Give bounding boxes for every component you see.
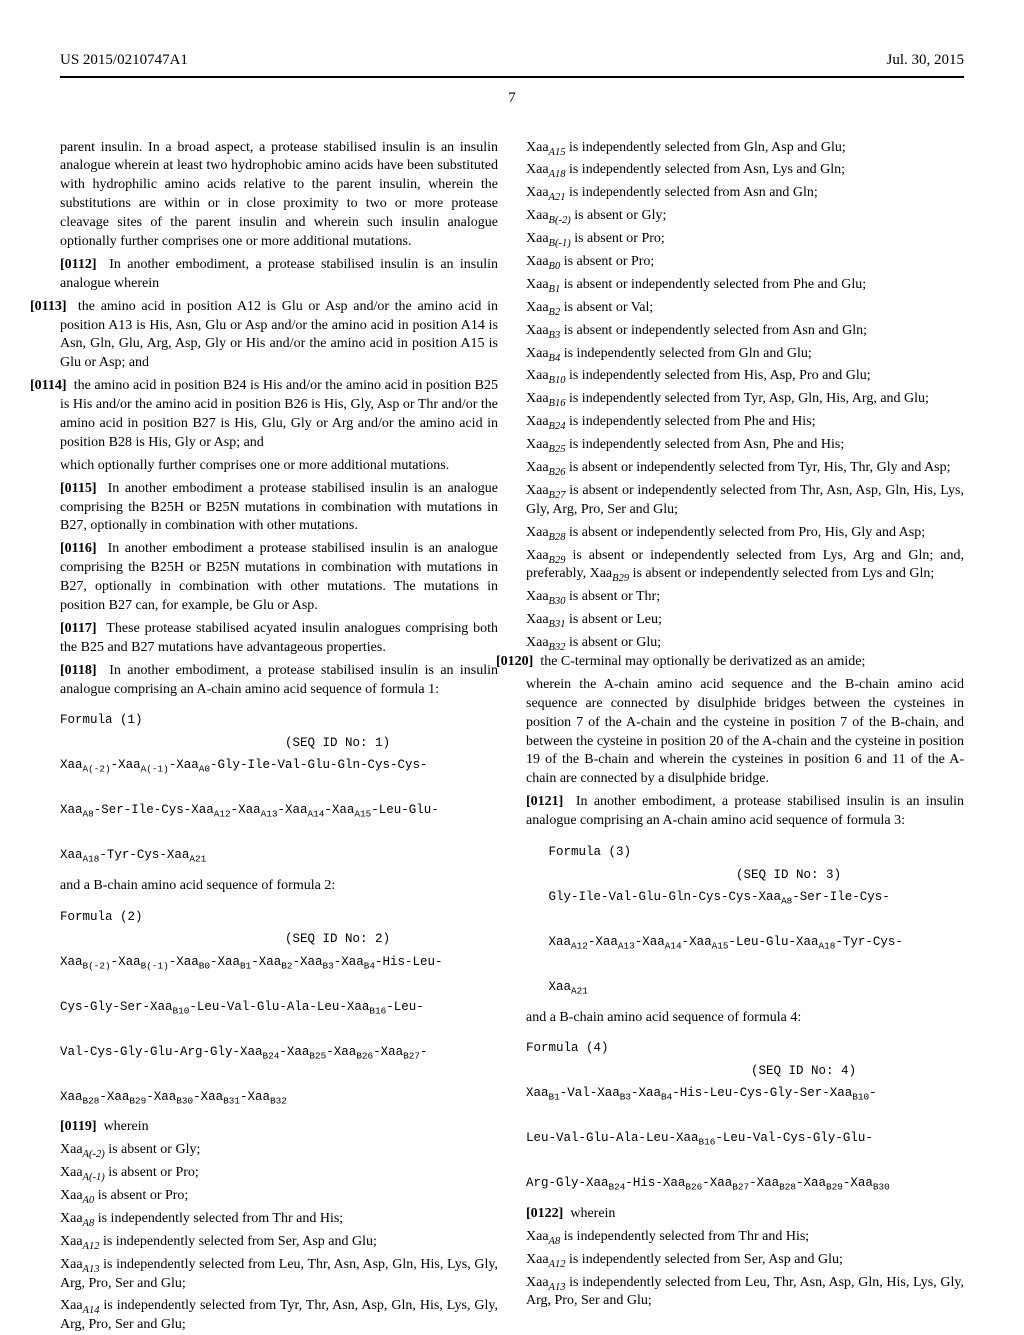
bridge-paragraph: wherein the A-chain amino acid sequence … [526, 676, 964, 789]
para-0116: [0116] In another embodiment a protease … [60, 540, 498, 616]
publication-date: Jul. 30, 2015 [886, 50, 964, 70]
publication-number: US 2015/0210747A1 [60, 50, 188, 70]
xaa-line: XaaB29 is absent or independently select… [526, 547, 964, 585]
xaa-line: XaaA0 is absent or Pro; [60, 1187, 498, 1206]
xaa-line: XaaA21 is independently selected from As… [526, 184, 964, 203]
formula-2: Formula (2) (SEQ ID No: 2) XaaB(-2)-XaaB… [60, 906, 498, 1109]
para-0113: [0113] the amino acid in position A12 is… [60, 298, 498, 374]
xaa-line: XaaB4 is independently selected from Gln… [526, 345, 964, 364]
body-columns: parent insulin. In a broad aspect, a pro… [60, 139, 964, 1335]
para-num-0117: [0117] [60, 621, 97, 636]
para-0112-text: In another embodiment, a protease stabil… [60, 257, 498, 291]
para-0118-text: In another embodiment, a protease stabil… [60, 663, 498, 697]
xaa-line: XaaA13 is independently selected from Le… [60, 1256, 498, 1294]
para-num-0120: [0120] [496, 654, 533, 669]
para-0120-text: the C-terminal may optionally be derivat… [540, 654, 865, 669]
para-num-0119: [0119] [60, 1119, 97, 1134]
xaa-line: XaaB26 is absent or independently select… [526, 459, 964, 478]
para-0121-text: In another embodiment, a protease stabil… [526, 794, 964, 828]
para-0120: [0120] the C-terminal may optionally be … [526, 653, 964, 672]
xaa-definitions-right-bottom: XaaA8 is independently selected from Thr… [526, 1228, 964, 1312]
para-0122-text: wherein [570, 1206, 615, 1221]
para-0117-text: These protease stabilised acyated insuli… [60, 621, 498, 655]
xaa-line: XaaA12 is independently selected from Se… [60, 1233, 498, 1252]
para-0114-text: the amino acid in position B24 is His an… [60, 378, 498, 450]
para-num-0121: [0121] [526, 794, 563, 809]
para-0114-tail: which optionally further comprises one o… [60, 457, 498, 476]
para-num-0112: [0112] [60, 257, 97, 272]
xaa-line: XaaB2 is absent or Val; [526, 299, 964, 318]
para-num-0122: [0122] [526, 1206, 563, 1221]
para-0112: [0112] In another embodiment, a protease… [60, 256, 498, 294]
xaa-line: XaaA(-2) is absent or Gly; [60, 1141, 498, 1160]
xaa-line: XaaB(-2) is absent or Gly; [526, 207, 964, 226]
xaa-line: XaaB32 is absent or Glu; [526, 634, 964, 653]
xaa-line: XaaB0 is absent or Pro; [526, 253, 964, 272]
para-0118: [0118] In another embodiment, a protease… [60, 662, 498, 700]
xaa-line: XaaB24 is independently selected from Ph… [526, 413, 964, 432]
formula-3: Formula (3) (SEQ ID No: 3) Gly-Ile-Val-G… [526, 841, 964, 999]
para-0121: [0121] In another embodiment, a protease… [526, 793, 964, 831]
xaa-line: XaaA15 is independently selected from Gl… [526, 139, 964, 158]
para-0116-text: In another embodiment a protease stabili… [60, 541, 498, 613]
para-0122: [0122] wherein [526, 1205, 964, 1224]
xaa-line: XaaB10 is independently selected from Hi… [526, 367, 964, 386]
para-num-0114: [0114] [30, 378, 67, 393]
xaa-line: XaaB27 is absent or independently select… [526, 482, 964, 520]
formula-4: Formula (4) (SEQ ID No: 4) XaaB1-Val-Xaa… [526, 1037, 964, 1195]
xaa-line: XaaB30 is absent or Thr; [526, 588, 964, 607]
xaa-definitions-left: XaaA(-2) is absent or Gly; XaaA(-1) is ab… [60, 1141, 498, 1293]
xaa-line: XaaB25 is independently selected from As… [526, 436, 964, 455]
xaa-line: XaaA8 is independently selected from Thr… [526, 1228, 964, 1247]
xaa-line: XaaB31 is absent or Leu; [526, 611, 964, 630]
para-num-0116: [0116] [60, 541, 97, 556]
xaa-line: XaaA(-1) is absent or Pro; [60, 1164, 498, 1183]
para-0114: [0114] the amino acid in position B24 is… [60, 377, 498, 453]
bchain-intro-4: and a B-chain amino acid sequence of for… [526, 1009, 964, 1028]
header-rule [60, 76, 964, 78]
para-0113-text: the amino acid in position A12 is Glu or… [60, 299, 498, 371]
page-number: 7 [60, 88, 964, 108]
para-0119-text: wherein [104, 1119, 149, 1134]
xaa-line: XaaA13 is independently selected from Le… [526, 1274, 964, 1312]
xaa-line: XaaB16 is independently selected from Ty… [526, 390, 964, 409]
xaa-line: XaaA14 is independently selected from Ty… [60, 1297, 498, 1335]
xaa-line: XaaA8 is independently selected from Thr… [60, 1210, 498, 1229]
para-num-0118: [0118] [60, 663, 97, 678]
xaa-line: XaaB28 is absent or independently select… [526, 524, 964, 543]
xaa-line: XaaA12 is independently selected from Se… [526, 1251, 964, 1270]
xaa-line: XaaB3 is absent or independently selecte… [526, 322, 964, 341]
para-0115: [0115] In another embodiment a protease … [60, 480, 498, 537]
bchain-intro-2: and a B-chain amino acid sequence of for… [60, 877, 498, 896]
xaa-line: XaaA18 is independently selected from As… [526, 161, 964, 180]
xaa-line: XaaB1 is absent or independently selecte… [526, 276, 964, 295]
intro-paragraph: parent insulin. In a broad aspect, a pro… [60, 139, 498, 252]
para-0117: [0117] These protease stabilised acyated… [60, 620, 498, 658]
para-0119: [0119] wherein [60, 1118, 498, 1137]
para-0115-text: In another embodiment a protease stabili… [60, 481, 498, 534]
para-num-0113: [0113] [30, 299, 67, 314]
formula-1: Formula (1) (SEQ ID No: 1) XaaA(-2)-XaaA… [60, 709, 498, 867]
xaa-line: XaaB(-1) is absent or Pro; [526, 230, 964, 249]
para-num-0115: [0115] [60, 481, 97, 496]
